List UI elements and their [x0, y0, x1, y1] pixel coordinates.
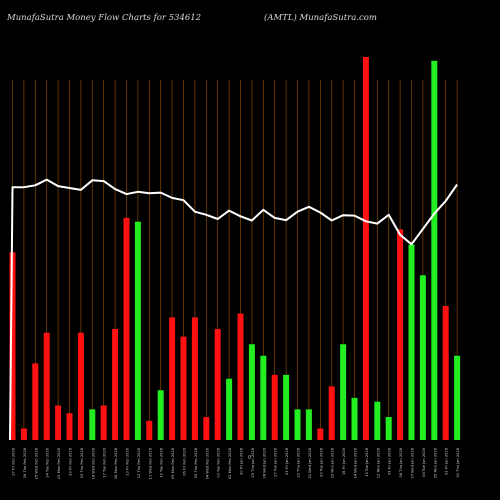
bars — [9, 57, 461, 441]
bar-36 — [419, 275, 426, 440]
bar-17 — [203, 417, 210, 440]
x-tick-label-2: 25 Wed Feb 2026 — [34, 447, 38, 479]
bar-12 — [146, 420, 153, 440]
x-tick-label-37: 05 Mon Jan 2026 — [433, 447, 437, 478]
bar-37 — [431, 60, 438, 441]
bar-38 — [442, 305, 449, 440]
x-tick-label-5: 20 Fri Feb 2026 — [69, 447, 73, 476]
x-tick-label-8: 17 Tue Feb 2026 — [103, 447, 107, 477]
x-tick-label-16: 05 Thu Feb 2026 — [194, 447, 198, 478]
x-tick-label-30: 14 Wed Jan 2026 — [354, 447, 358, 478]
x-tick-label-15: 06 Fri Feb 2026 — [183, 447, 187, 476]
bar-1 — [20, 428, 27, 440]
x-tick-label-32: 12 Mon Jan 2026 — [376, 447, 380, 478]
x-tick-label-9: 16 Mon Feb 2026 — [114, 447, 118, 479]
bar-14 — [169, 317, 176, 440]
x-tick-labels: 27 Fri Feb 2026 26 Thu Feb 2026 25 Wed Feb… — [12, 447, 461, 479]
bar-39 — [454, 355, 461, 440]
x-tick-label-26: 21 Wed Jan 2026 — [308, 447, 312, 478]
x-tick-label-33: 09 Fri Jan 2026 — [388, 447, 392, 475]
x-tick-label-12: 11 Wed Feb 2026 — [148, 447, 152, 479]
x-tick-label-11: 12 Thu Feb 2026 — [137, 447, 141, 478]
x-tick-label-1: 26 Thu Feb 2026 — [23, 447, 27, 478]
x-tick-label-7: 18 Wed Feb 2026 — [91, 447, 95, 479]
bar-4 — [55, 405, 62, 440]
bar-2 — [32, 363, 39, 440]
x-tick-label-14: 09 Mon Feb 2026 — [171, 447, 175, 479]
x-tick-label-6: 19 Thu Feb 2026 — [80, 447, 84, 478]
chart-subtitle: (AMTL) MunafaSutra.com — [264, 13, 377, 23]
bar-20 — [237, 313, 244, 440]
bar-0 — [9, 252, 16, 440]
x-tick-label-38: 02 Fri Jan 2026 — [445, 447, 449, 475]
flow-line-path — [9, 178, 458, 441]
bar-16 — [191, 317, 198, 440]
bar-23 — [271, 374, 278, 440]
bar-13 — [157, 390, 164, 440]
x-tick-label-20: 30 Fri Jan 2026 — [240, 447, 244, 475]
bar-35 — [408, 244, 415, 440]
bar-19 — [226, 378, 233, 440]
x-tick-label-18: 03 Tue Feb 2026 — [217, 447, 221, 477]
bar-25 — [294, 409, 301, 440]
x-tick-label-0: 27 Fri Feb 2026 — [12, 447, 16, 476]
bar-21 — [248, 344, 255, 440]
x-tick-label-19: 02 Mon Feb 2026 — [228, 447, 232, 479]
x-tick-label-39: 01 Thu Jan 2026 — [456, 447, 460, 477]
bar-10 — [123, 217, 130, 440]
bar-33 — [385, 417, 392, 440]
x-tick-label-28: 19 Mon Jan 2026 — [331, 447, 335, 478]
bar-15 — [180, 336, 187, 440]
axis-mark: 0 — [248, 455, 251, 461]
x-tick-label-4: 23 Mon Feb 2026 — [57, 447, 61, 479]
bar-30 — [351, 397, 358, 440]
x-tick-label-13: 10 Tue Feb 2026 — [160, 447, 164, 477]
x-tick-label-35: 07 Wed Jan 2026 — [411, 447, 415, 478]
x-tick-label-31: 13 Tue Jan 2026 — [365, 447, 369, 477]
bar-34 — [397, 229, 404, 440]
x-tick-label-27: 20 Tue Jan 2026 — [319, 447, 323, 477]
bar-8 — [100, 405, 107, 440]
x-tick-label-23: 27 Tue Jan 2026 — [274, 447, 278, 477]
x-tick-label-22: 28 Wed Jan 2026 — [262, 447, 266, 478]
x-tick-label-25: 22 Thu Jan 2026 — [297, 447, 301, 477]
bar-9 — [112, 328, 119, 440]
x-tick-label-3: 24 Tue Feb 2026 — [46, 447, 50, 477]
x-tick-label-29: 16 Fri Jan 2026 — [342, 447, 346, 475]
bar-26 — [305, 409, 312, 440]
bar-32 — [374, 401, 381, 440]
x-tick-label-34: 08 Thu Jan 2026 — [399, 447, 403, 477]
bar-28 — [328, 386, 335, 440]
bar-6 — [77, 332, 84, 440]
x-tick-label-10: 13 Fri Feb 2026 — [126, 447, 130, 476]
bar-22 — [260, 355, 267, 440]
bar-3 — [43, 332, 50, 440]
bar-5 — [66, 413, 73, 440]
chart-title: MunafaSutra Money Flow Charts for 534612 — [7, 13, 202, 23]
x-tick-label-21: 29 Thu Jan 2026 — [251, 447, 255, 477]
x-tick-label-24: 23 Fri Jan 2026 — [285, 447, 289, 475]
bar-29 — [340, 344, 347, 440]
bar-27 — [317, 428, 324, 440]
bar-18 — [214, 328, 221, 440]
bar-7 — [89, 409, 96, 440]
money-flow-line — [9, 178, 458, 441]
bar-24 — [283, 374, 290, 440]
bar-31 — [362, 57, 369, 440]
bar-11 — [134, 221, 141, 440]
x-tick-label-17: 04 Wed Feb 2026 — [205, 447, 209, 479]
x-tick-label-36: 06 Tue Jan 2026 — [422, 447, 426, 477]
